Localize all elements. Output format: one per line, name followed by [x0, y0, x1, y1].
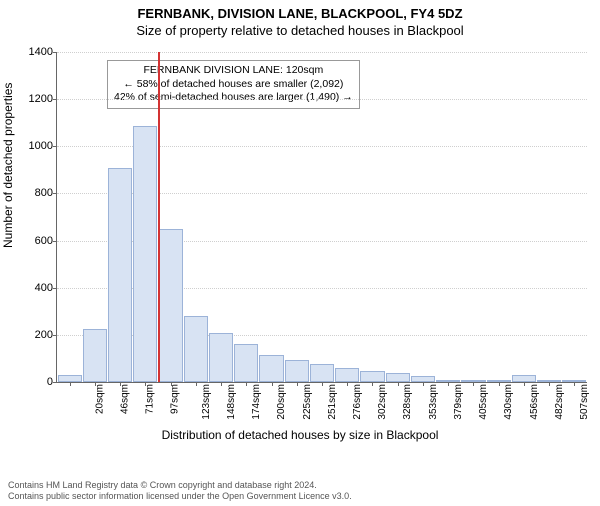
footer: Contains HM Land Registry data © Crown c… [8, 480, 352, 503]
xtick-label: 174sqm [251, 384, 262, 420]
ytick-label: 1400 [29, 46, 57, 58]
bar [335, 368, 359, 382]
xtick-label: 46sqm [119, 384, 130, 414]
bar [512, 375, 536, 382]
xtick-mark [70, 382, 71, 386]
xtick-label: 225sqm [302, 384, 313, 420]
bar [310, 364, 334, 382]
plot-area: FERNBANK DIVISION LANE: 120sqm ← 58% of … [56, 52, 587, 383]
xtick-label: 507sqm [579, 384, 590, 420]
ytick-label: 1000 [29, 140, 57, 152]
bar [259, 355, 283, 382]
xtick-mark [473, 382, 474, 386]
bar [58, 375, 82, 382]
bar [360, 371, 384, 382]
xtick-label: 251sqm [327, 384, 338, 420]
bar [83, 329, 107, 382]
bar [234, 344, 258, 382]
bar [184, 316, 208, 382]
xtick-label: 430sqm [504, 384, 515, 420]
bar [209, 333, 233, 383]
xtick-label: 379sqm [453, 384, 464, 420]
xtick-label: 456sqm [529, 384, 540, 420]
bar [133, 126, 157, 382]
xtick-mark [423, 382, 424, 386]
ytick-label: 1200 [29, 93, 57, 105]
xtick-mark [272, 382, 273, 386]
ytick-label: 600 [35, 235, 57, 247]
xtick-mark [549, 382, 550, 386]
xtick-mark [95, 382, 96, 386]
bar [386, 373, 410, 382]
xtick-mark [574, 382, 575, 386]
xtick-mark [499, 382, 500, 386]
bar [158, 229, 182, 382]
bar [108, 168, 132, 383]
ytick-label: 200 [35, 329, 57, 341]
x-axis-label: Distribution of detached houses by size … [0, 428, 600, 442]
gridline [57, 99, 587, 100]
chart-container: Number of detached properties FERNBANK D… [0, 48, 600, 448]
xtick-label: 97sqm [170, 384, 181, 414]
xtick-mark [196, 382, 197, 386]
xtick-mark [347, 382, 348, 386]
bar [285, 360, 309, 382]
page-title-line1: FERNBANK, DIVISION LANE, BLACKPOOL, FY4 … [0, 6, 600, 21]
footer-line2: Contains public sector information licen… [8, 491, 352, 502]
xtick-mark [297, 382, 298, 386]
xtick-mark [372, 382, 373, 386]
xtick-label: 20sqm [94, 384, 105, 414]
annotation-line2: ← 58% of detached houses are smaller (2,… [114, 78, 353, 92]
page-title-line2: Size of property relative to detached ho… [0, 23, 600, 38]
xtick-label: 71sqm [145, 384, 156, 414]
footer-line1: Contains HM Land Registry data © Crown c… [8, 480, 352, 491]
xtick-label: 148sqm [226, 384, 237, 420]
ytick-label: 400 [35, 282, 57, 294]
xtick-label: 482sqm [554, 384, 565, 420]
xtick-label: 302sqm [377, 384, 388, 420]
xtick-mark [145, 382, 146, 386]
xtick-label: 405sqm [478, 384, 489, 420]
gridline [57, 52, 587, 53]
annotation-line1: FERNBANK DIVISION LANE: 120sqm [114, 64, 353, 78]
xtick-mark [246, 382, 247, 386]
xtick-label: 276sqm [352, 384, 363, 420]
annotation-box: FERNBANK DIVISION LANE: 120sqm ← 58% of … [107, 60, 360, 109]
annotation-line3: 42% of semi-detached houses are larger (… [114, 91, 353, 105]
xtick-label: 353sqm [428, 384, 439, 420]
reference-line [158, 52, 160, 382]
xtick-mark [524, 382, 525, 386]
xtick-mark [221, 382, 222, 386]
ytick-label: 800 [35, 187, 57, 199]
y-axis-label: Number of detached properties [1, 83, 15, 248]
xtick-label: 123sqm [201, 384, 212, 420]
xtick-label: 200sqm [276, 384, 287, 420]
xtick-label: 328sqm [403, 384, 414, 420]
xtick-mark [171, 382, 172, 386]
xtick-mark [398, 382, 399, 386]
ytick-label: 0 [47, 376, 57, 388]
xtick-mark [448, 382, 449, 386]
xtick-mark [120, 382, 121, 386]
xtick-mark [322, 382, 323, 386]
